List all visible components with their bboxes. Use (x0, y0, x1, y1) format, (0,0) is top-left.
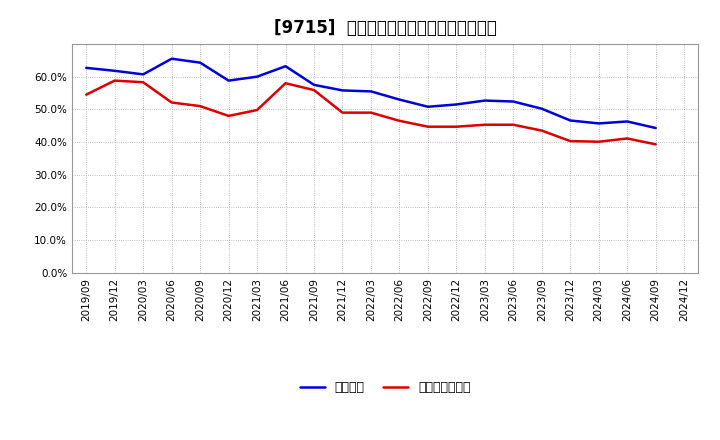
固定長期適合率 (652, 142, 660, 147)
Line: 固定長期適合率: 固定長期適合率 (86, 81, 656, 144)
固定比率 (253, 74, 261, 79)
固定長期適合率 (452, 124, 461, 129)
固定長期適合率 (595, 139, 603, 144)
固定長期適合率 (310, 88, 318, 93)
固定長期適合率 (82, 92, 91, 97)
Line: 固定比率: 固定比率 (86, 59, 656, 128)
固定比率 (480, 98, 489, 103)
固定比率 (282, 64, 290, 69)
固定比率 (395, 97, 404, 102)
Title: [9715]  固定比率、固定長期適合率の推移: [9715] 固定比率、固定長期適合率の推移 (274, 19, 497, 37)
固定長期適合率 (537, 128, 546, 133)
固定長期適合率 (566, 139, 575, 144)
固定比率 (338, 88, 347, 93)
固定比率 (310, 82, 318, 88)
固定長期適合率 (196, 103, 204, 109)
固定比率 (452, 102, 461, 107)
固定長期適合率 (423, 124, 432, 129)
固定比率 (537, 106, 546, 111)
固定長期適合率 (225, 113, 233, 118)
Legend: 固定比率, 固定長期適合率: 固定比率, 固定長期適合率 (294, 376, 476, 399)
固定長期適合率 (623, 136, 631, 141)
固定比率 (110, 68, 119, 73)
固定長期適合率 (509, 122, 518, 127)
固定比率 (623, 119, 631, 124)
固定比率 (167, 56, 176, 61)
固定比率 (423, 104, 432, 110)
固定比率 (225, 78, 233, 83)
固定長期適合率 (139, 80, 148, 85)
固定比率 (566, 118, 575, 123)
固定比率 (366, 89, 375, 94)
固定比率 (82, 65, 91, 70)
固定比率 (509, 99, 518, 104)
固定長期適合率 (395, 118, 404, 124)
固定長期適合率 (110, 78, 119, 83)
固定比率 (139, 72, 148, 77)
固定長期適合率 (167, 100, 176, 105)
固定長期適合率 (366, 110, 375, 115)
固定比率 (595, 121, 603, 126)
固定長期適合率 (480, 122, 489, 127)
固定比率 (652, 125, 660, 131)
固定長期適合率 (282, 81, 290, 86)
固定比率 (196, 60, 204, 65)
固定長期適合率 (338, 110, 347, 115)
固定長期適合率 (253, 107, 261, 113)
